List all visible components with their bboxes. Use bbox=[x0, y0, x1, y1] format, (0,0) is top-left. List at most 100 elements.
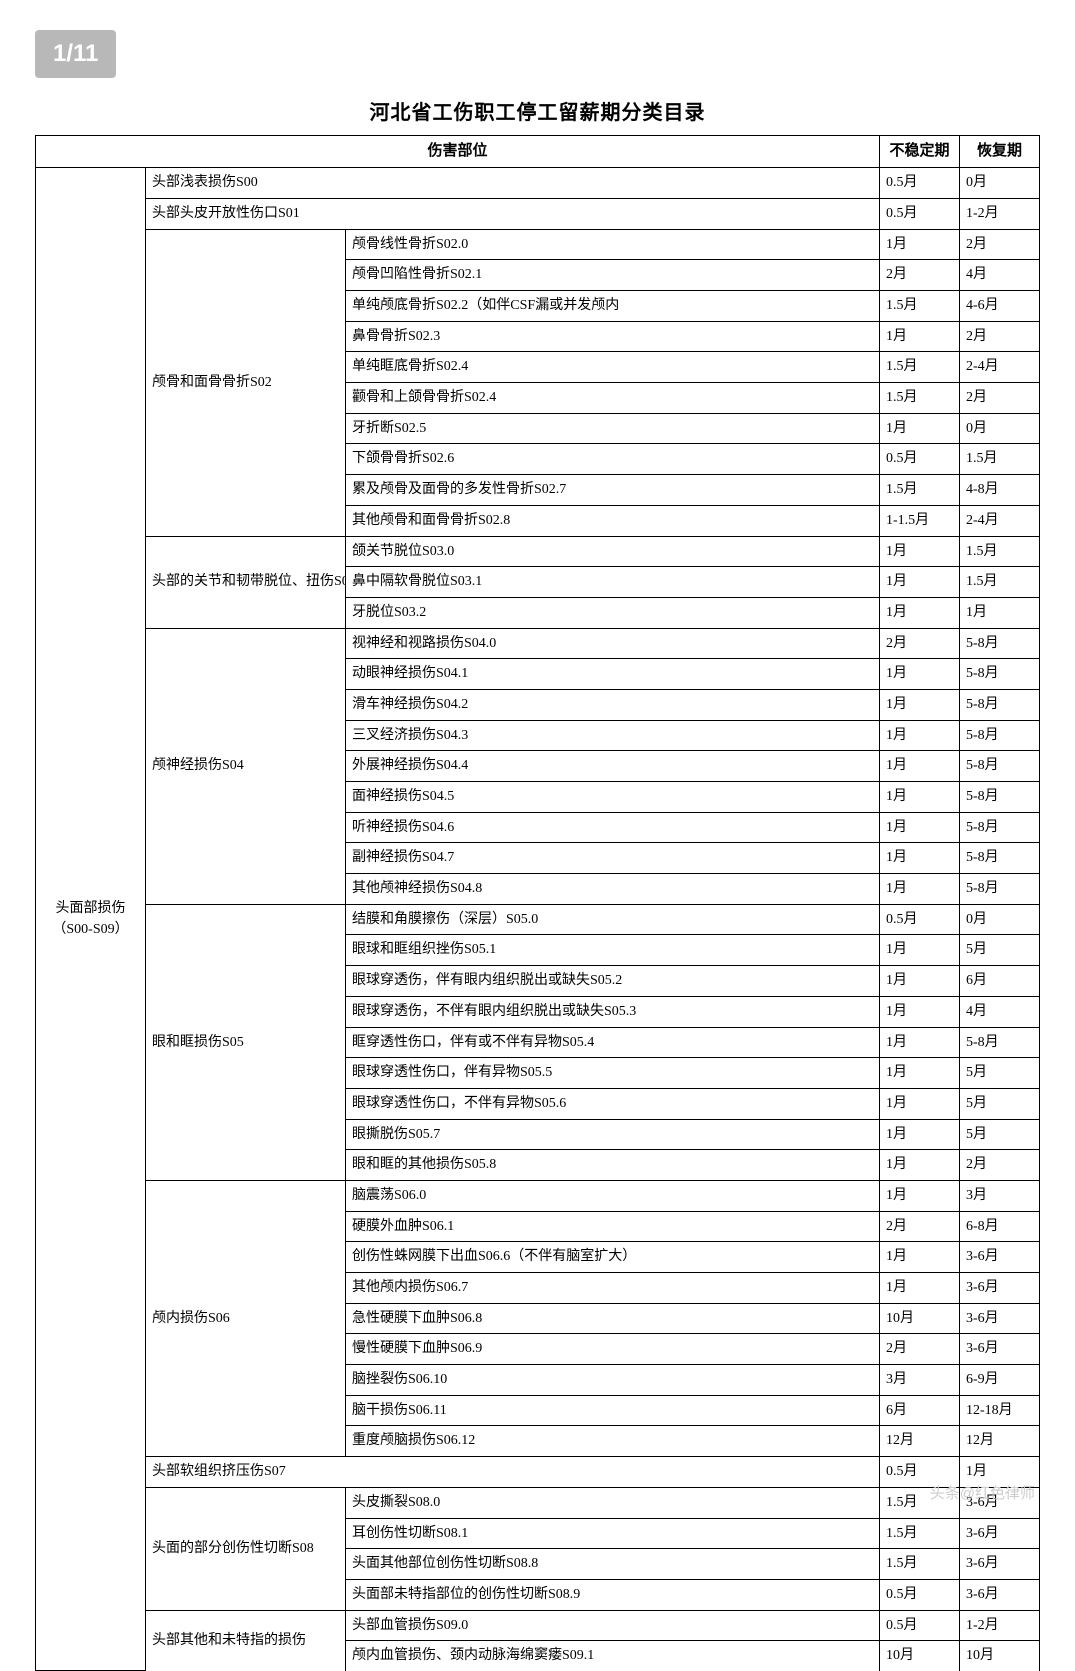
injury-name: 单纯颅底骨折S02.2（如伴CSF漏或并发颅内 bbox=[346, 291, 880, 322]
recovery-cell: 5月 bbox=[960, 935, 1040, 966]
recovery-cell: 5-8月 bbox=[960, 720, 1040, 751]
table-row: 头部其他和未特指的损伤 头部血管损伤S09.0 0.5月 1-2月 bbox=[36, 1610, 1040, 1641]
recovery-cell: 2-4月 bbox=[960, 352, 1040, 383]
injury-name: 鼻中隔软骨脱位S03.1 bbox=[346, 567, 880, 598]
recovery-cell: 0月 bbox=[960, 904, 1040, 935]
injury-name: 脑震荡S06.0 bbox=[346, 1180, 880, 1211]
injury-name: 头部血管损伤S09.0 bbox=[346, 1610, 880, 1641]
injury-name: 头部浅表损伤S00 bbox=[146, 168, 880, 199]
recovery-cell: 1月 bbox=[960, 597, 1040, 628]
injury-name: 三叉经济损伤S04.3 bbox=[346, 720, 880, 751]
unstable-cell: 1月 bbox=[880, 1242, 960, 1273]
recovery-cell: 3-6月 bbox=[960, 1549, 1040, 1580]
recovery-cell: 5-8月 bbox=[960, 1027, 1040, 1058]
table-row: 颅骨和面骨骨折S02 颅骨线性骨折S02.0 1月 2月 bbox=[36, 229, 1040, 260]
injury-name: 听神经损伤S04.6 bbox=[346, 812, 880, 843]
unstable-cell: 1.5月 bbox=[880, 383, 960, 414]
recovery-cell: 3-6月 bbox=[960, 1334, 1040, 1365]
recovery-cell: 0月 bbox=[960, 168, 1040, 199]
recovery-cell: 5月 bbox=[960, 1119, 1040, 1150]
unstable-cell: 0.5月 bbox=[880, 1610, 960, 1641]
unstable-cell: 2月 bbox=[880, 260, 960, 291]
recovery-cell: 1.5月 bbox=[960, 444, 1040, 475]
recovery-cell: 0月 bbox=[960, 413, 1040, 444]
injury-name: 结膜和角膜擦伤（深层）S05.0 bbox=[346, 904, 880, 935]
injury-name: 眼球穿透性伤口，不伴有异物S05.6 bbox=[346, 1088, 880, 1119]
injury-name: 眼球和眶组织挫伤S05.1 bbox=[346, 935, 880, 966]
recovery-cell: 4-6月 bbox=[960, 291, 1040, 322]
unstable-cell: 0.5月 bbox=[880, 904, 960, 935]
injury-name: 副神经损伤S04.7 bbox=[346, 843, 880, 874]
recovery-cell: 4月 bbox=[960, 996, 1040, 1027]
unstable-cell: 1月 bbox=[880, 413, 960, 444]
table-row: 头部头皮开放性伤口S01 0.5月 1-2月 bbox=[36, 198, 1040, 229]
subgroup-cell: 颅骨和面骨骨折S02 bbox=[146, 229, 346, 536]
injury-name: 眼球穿透性伤口，伴有异物S05.5 bbox=[346, 1058, 880, 1089]
recovery-cell: 5-8月 bbox=[960, 874, 1040, 905]
table-row: 颅内损伤S06 脑震荡S06.0 1月 3月 bbox=[36, 1180, 1040, 1211]
recovery-cell: 3-6月 bbox=[960, 1487, 1040, 1518]
injury-name: 外展神经损伤S04.4 bbox=[346, 751, 880, 782]
unstable-cell: 1月 bbox=[880, 996, 960, 1027]
injury-name: 头皮撕裂S08.0 bbox=[346, 1487, 880, 1518]
injury-name: 头部软组织挤压伤S07 bbox=[146, 1457, 880, 1488]
table-row: 头部的关节和韧带脱位、扭伤S03 颌关节脱位S03.0 1月 1.5月 bbox=[36, 536, 1040, 567]
injury-name: 硬膜外血肿S06.1 bbox=[346, 1211, 880, 1242]
unstable-cell: 2月 bbox=[880, 1211, 960, 1242]
recovery-cell: 6-8月 bbox=[960, 1211, 1040, 1242]
unstable-cell: 1.5月 bbox=[880, 1487, 960, 1518]
unstable-cell: 1-1.5月 bbox=[880, 505, 960, 536]
table-row: 头面部损伤 （S00-S09） 头部浅表损伤S00 0.5月 0月 bbox=[36, 168, 1040, 199]
recovery-cell: 4-8月 bbox=[960, 475, 1040, 506]
recovery-cell: 12-18月 bbox=[960, 1395, 1040, 1426]
recovery-cell: 5月 bbox=[960, 1058, 1040, 1089]
header-injury-part: 伤害部位 bbox=[36, 136, 880, 168]
unstable-cell: 10月 bbox=[880, 1641, 960, 1671]
subgroup-cell: 眼和眶损伤S05 bbox=[146, 904, 346, 1180]
unstable-cell: 1月 bbox=[880, 1273, 960, 1304]
unstable-cell: 0.5月 bbox=[880, 198, 960, 229]
unstable-cell: 1.5月 bbox=[880, 291, 960, 322]
unstable-cell: 0.5月 bbox=[880, 1579, 960, 1610]
injury-name: 头面其他部位创伤性切断S08.8 bbox=[346, 1549, 880, 1580]
recovery-cell: 1月 bbox=[960, 1457, 1040, 1488]
injury-name: 其他颅神经损伤S04.8 bbox=[346, 874, 880, 905]
category-cell: 头面部损伤 （S00-S09） bbox=[36, 168, 146, 1671]
unstable-cell: 1月 bbox=[880, 1150, 960, 1181]
recovery-cell: 5-8月 bbox=[960, 843, 1040, 874]
unstable-cell: 1月 bbox=[880, 1058, 960, 1089]
document-title: 河北省工伤职工停工留薪期分类目录 bbox=[0, 96, 1075, 125]
unstable-cell: 1.5月 bbox=[880, 1518, 960, 1549]
unstable-cell: 1月 bbox=[880, 843, 960, 874]
unstable-cell: 3月 bbox=[880, 1365, 960, 1396]
injury-name: 耳创伤性切断S08.1 bbox=[346, 1518, 880, 1549]
table-row: 头部软组织挤压伤S07 0.5月 1月 bbox=[36, 1457, 1040, 1488]
unstable-cell: 2月 bbox=[880, 628, 960, 659]
injury-name: 急性硬膜下血肿S06.8 bbox=[346, 1303, 880, 1334]
injury-name: 创伤性蛛网膜下出血S06.6（不伴有脑室扩大） bbox=[346, 1242, 880, 1273]
recovery-cell: 3-6月 bbox=[960, 1303, 1040, 1334]
recovery-cell: 3月 bbox=[960, 1180, 1040, 1211]
subgroup-cell: 颅神经损伤S04 bbox=[146, 628, 346, 904]
recovery-cell: 5月 bbox=[960, 1088, 1040, 1119]
unstable-cell: 12月 bbox=[880, 1426, 960, 1457]
recovery-cell: 5-8月 bbox=[960, 751, 1040, 782]
injury-name: 眼撕脱伤S05.7 bbox=[346, 1119, 880, 1150]
injury-name: 单纯眶底骨折S02.4 bbox=[346, 352, 880, 383]
recovery-cell: 1.5月 bbox=[960, 536, 1040, 567]
recovery-cell: 10月 bbox=[960, 1641, 1040, 1671]
injury-name: 头面部未特指部位的创伤性切断S08.9 bbox=[346, 1579, 880, 1610]
subgroup-cell: 头面的部分创伤性切断S08 bbox=[146, 1487, 346, 1610]
recovery-cell: 1-2月 bbox=[960, 1610, 1040, 1641]
injury-name: 脑挫裂伤S06.10 bbox=[346, 1365, 880, 1396]
recovery-cell: 6-9月 bbox=[960, 1365, 1040, 1396]
unstable-cell: 1月 bbox=[880, 1119, 960, 1150]
unstable-cell: 0.5月 bbox=[880, 444, 960, 475]
recovery-cell: 3-6月 bbox=[960, 1518, 1040, 1549]
injury-name: 其他颅内损伤S06.7 bbox=[346, 1273, 880, 1304]
table-row: 眼和眶损伤S05 结膜和角膜擦伤（深层）S05.0 0.5月 0月 bbox=[36, 904, 1040, 935]
injury-name: 视神经和视路损伤S04.0 bbox=[346, 628, 880, 659]
recovery-cell: 3-6月 bbox=[960, 1273, 1040, 1304]
unstable-cell: 1.5月 bbox=[880, 1549, 960, 1580]
recovery-cell: 5-8月 bbox=[960, 628, 1040, 659]
